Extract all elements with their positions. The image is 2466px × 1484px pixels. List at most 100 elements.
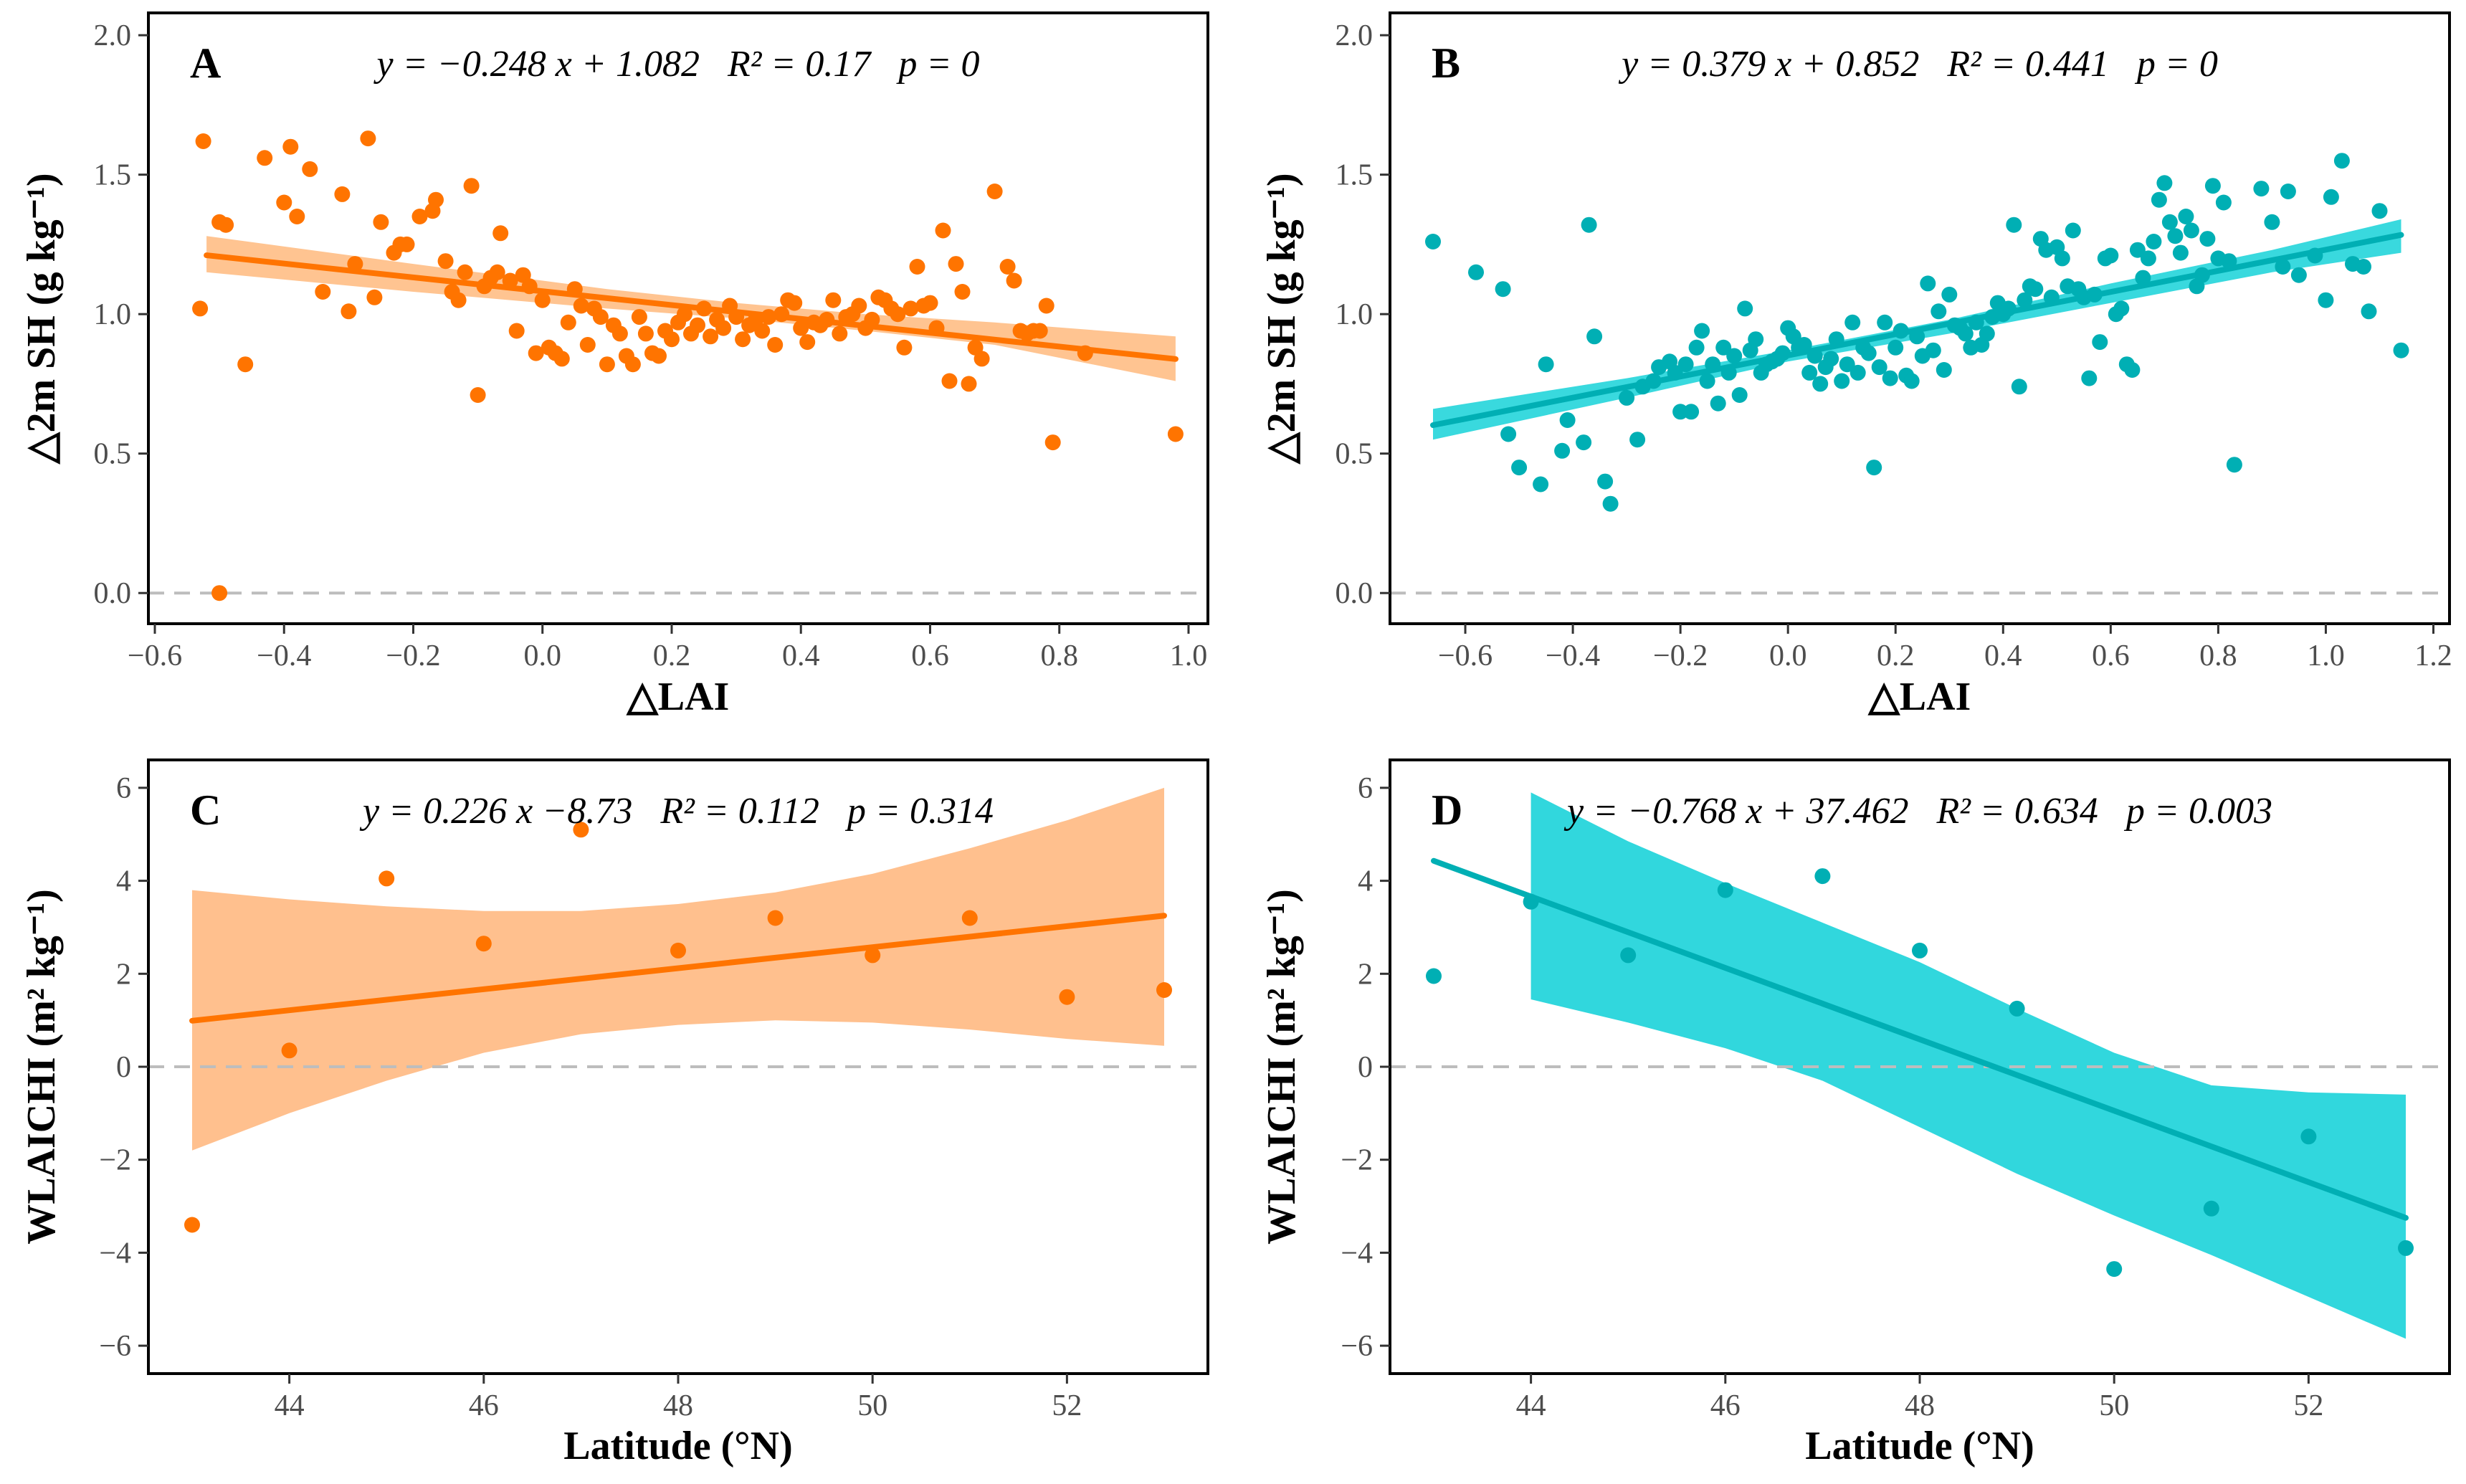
data-point (948, 256, 964, 272)
data-point (492, 225, 509, 242)
data-point (560, 314, 576, 330)
data-point (437, 253, 454, 270)
data-point (289, 209, 305, 224)
data-point (573, 298, 589, 314)
x-tick-label: 48 (663, 1389, 693, 1422)
panel-letter: A (190, 39, 221, 87)
x-axis-title: Latitude (°N) (1805, 1424, 2034, 1468)
x-tick-label: 50 (2099, 1389, 2129, 1422)
data-point (664, 331, 680, 348)
data-point (2081, 370, 2098, 386)
data-point (865, 947, 881, 964)
data-point (457, 264, 473, 280)
data-point (579, 337, 596, 353)
data-point (1726, 348, 1743, 364)
data-point (864, 311, 880, 328)
x-tick-label: 50 (857, 1389, 887, 1422)
data-point (2017, 292, 2033, 308)
data-point (1425, 234, 1441, 249)
data-point (819, 311, 835, 328)
x-tick-label: 0.8 (2199, 639, 2237, 672)
data-point (1156, 982, 1172, 998)
data-point (986, 184, 1003, 199)
x-tick-label: 0.2 (653, 639, 691, 672)
y-axis-title: △2m SH (g kg⁻¹) (19, 173, 64, 465)
data-point (1834, 373, 1850, 389)
data-point (450, 292, 467, 308)
data-point (1925, 342, 1941, 358)
y-tick-label: 0 (1358, 1051, 1373, 1084)
data-point (1077, 345, 1093, 361)
y-tick-label: 1.0 (1336, 298, 1374, 331)
x-tick-label: 1.0 (1170, 639, 1208, 672)
data-point (1844, 314, 1861, 330)
data-point (2361, 303, 2377, 320)
x-tick-label: 0.4 (1984, 639, 2022, 672)
data-point (954, 284, 971, 300)
data-point (2264, 214, 2280, 230)
data-point (941, 373, 958, 389)
y-axis-title: △2m SH (g kg⁻¹) (1260, 173, 1304, 465)
y-tick-label: −4 (1341, 1237, 1373, 1270)
data-point (1931, 303, 1947, 320)
y-tick-label: 2.0 (94, 19, 132, 52)
data-point (257, 150, 273, 166)
data-point (799, 334, 816, 351)
y-tick-label: 1.0 (94, 298, 132, 331)
data-point (903, 300, 919, 317)
data-point (1731, 387, 1748, 403)
data-point (1941, 286, 1958, 303)
data-point (2300, 1128, 2317, 1145)
regression-equation: y = −0.768 x + 37.462 R² = 0.634 p = 0.0… (1563, 791, 2272, 832)
regression-line (204, 252, 1179, 362)
y-tick-label: −6 (1341, 1330, 1373, 1363)
data-point (508, 323, 525, 339)
data-point (1044, 434, 1061, 451)
data-point (1576, 434, 1592, 451)
panel-a: −0.6 −0.4 −0.2 0.0 0.2 0.4 0.6 0.8 1.0 0.0 0.5 1.0 1… (19, 11, 1209, 719)
data-point (192, 300, 209, 317)
data-point (851, 298, 867, 314)
x-tick-label: 44 (1516, 1389, 1546, 1422)
data-point (1677, 356, 1694, 373)
data-point (2113, 300, 2130, 317)
data-point (773, 306, 790, 323)
data-point (1059, 989, 1075, 1005)
data-point (1912, 942, 1928, 959)
data-point (715, 320, 732, 336)
x-tick-label: 1.2 (2414, 639, 2452, 672)
data-point (2215, 194, 2232, 211)
x-tick-label: 0.0 (1769, 639, 1807, 672)
y-tick-label: 0.5 (1336, 438, 1374, 471)
data-point (2167, 228, 2184, 244)
data-point (1737, 300, 1753, 317)
data-point (1720, 364, 1737, 381)
data-point (1893, 323, 1909, 339)
data-point (2199, 231, 2216, 247)
panel-letter: C (190, 786, 221, 834)
data-point (999, 259, 1016, 275)
data-point (1850, 364, 1866, 381)
data-point (528, 345, 544, 361)
data-point (1038, 298, 1055, 314)
data-point (909, 259, 925, 275)
data-point (1823, 351, 1839, 367)
data-point (1774, 345, 1791, 361)
y-tick-label: 0 (116, 1051, 131, 1084)
data-point (670, 942, 686, 959)
data-point (1620, 947, 1637, 964)
data-point (373, 214, 389, 230)
data-point (935, 222, 951, 239)
data-point (195, 133, 211, 149)
data-point (2129, 242, 2146, 258)
x-tick-label: 0.2 (1877, 639, 1915, 672)
y-tick-label: −2 (99, 1144, 131, 1177)
data-point (2086, 286, 2103, 303)
data-point (211, 585, 228, 601)
data-point (2054, 250, 2070, 267)
x-axis-title: △LAI (1867, 675, 1971, 719)
data-point (521, 278, 538, 295)
x-tick-label: 52 (1052, 1389, 1082, 1422)
data-point (2371, 203, 2388, 219)
data-point (276, 194, 292, 211)
